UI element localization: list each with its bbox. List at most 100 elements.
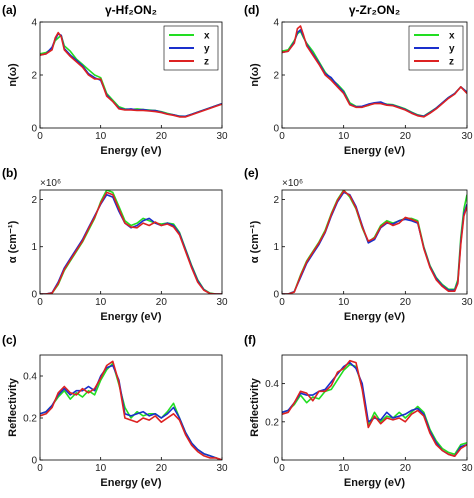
panel-e: 0 10 20 30 0 1 2 Energy (eV) α (cm⁻¹) ×10⁶ (e) bbox=[244, 166, 473, 323]
panel-label: (b) bbox=[2, 166, 17, 180]
series-line-z bbox=[40, 31, 222, 118]
series-line-y bbox=[40, 364, 222, 460]
y-tick-label: 0.2 bbox=[23, 414, 37, 425]
series-line-z bbox=[282, 190, 467, 294]
x-tick-label: 30 bbox=[216, 131, 228, 142]
x-tick-label: 0 bbox=[37, 463, 43, 474]
y-tick-label: 2 bbox=[273, 71, 279, 82]
panel-f: 0 10 20 30 0 0.2 0.4 Energy (eV) Reflectivity (f) bbox=[244, 333, 473, 489]
y-tick-label: 0 bbox=[31, 290, 37, 301]
x-axis-label: Energy (eV) bbox=[100, 145, 161, 157]
series-line-x bbox=[40, 190, 222, 294]
y-exponent-label: ×10⁶ bbox=[282, 178, 303, 189]
x-tick-label: 20 bbox=[400, 297, 412, 308]
x-axis-label: Energy (eV) bbox=[100, 477, 161, 489]
y-tick-label: 4 bbox=[273, 18, 279, 29]
x-axis-label: Energy (eV) bbox=[100, 311, 161, 323]
y-axis-label: α (cm⁻¹) bbox=[7, 220, 19, 263]
panel-a: 0 10 20 30 0 2 4 Energy (eV) n(ω) (a) γ-Hf₂ON₂ xyz bbox=[2, 3, 228, 157]
panel-label: (a) bbox=[2, 3, 17, 17]
series-line-y bbox=[40, 193, 222, 294]
y-axis-label: Reflectivity bbox=[7, 377, 19, 437]
x-tick-label: 10 bbox=[338, 463, 350, 474]
y-exponent-label: ×10⁶ bbox=[40, 178, 61, 189]
axes-frame bbox=[39, 189, 223, 295]
panel-title: γ-Zr₂ON₂ bbox=[349, 3, 400, 17]
panel-label: (f) bbox=[244, 333, 256, 347]
legend-label-y: y bbox=[204, 44, 210, 55]
x-tick-label: 30 bbox=[216, 297, 228, 308]
series-line-z bbox=[40, 191, 222, 294]
y-tick-label: 1 bbox=[31, 242, 37, 253]
x-tick-label: 0 bbox=[37, 131, 43, 142]
y-tick-label: 0.4 bbox=[23, 372, 37, 383]
panel-c: 0 10 20 30 0 0.2 0.4 Energy (eV) Reflectivity (c) bbox=[2, 333, 228, 489]
x-axis-label: Energy (eV) bbox=[344, 311, 405, 323]
x-tick-label: 10 bbox=[95, 463, 107, 474]
y-tick-label: 2 bbox=[31, 71, 37, 82]
x-tick-label: 20 bbox=[156, 297, 168, 308]
legend-label-z: z bbox=[204, 57, 209, 68]
x-tick-label: 20 bbox=[400, 131, 412, 142]
series-line-z bbox=[282, 359, 467, 457]
x-tick-label: 10 bbox=[95, 131, 107, 142]
axes-frame bbox=[281, 354, 468, 461]
x-axis-label: Energy (eV) bbox=[344, 145, 405, 157]
y-tick-label: 2 bbox=[31, 195, 37, 206]
x-tick-label: 20 bbox=[156, 131, 168, 142]
series-group bbox=[282, 190, 467, 294]
legend-label-z: z bbox=[449, 57, 454, 68]
x-tick-label: 10 bbox=[338, 297, 350, 308]
x-axis-label: Energy (eV) bbox=[344, 477, 405, 489]
x-tick-label: 0 bbox=[279, 463, 285, 474]
x-tick-label: 10 bbox=[95, 297, 107, 308]
x-tick-label: 0 bbox=[279, 297, 285, 308]
y-tick-label: 1 bbox=[273, 242, 279, 253]
series-group bbox=[282, 359, 467, 457]
x-tick-label: 0 bbox=[37, 297, 43, 308]
y-axis-label: Reflectivity bbox=[249, 377, 261, 437]
series-group bbox=[282, 25, 467, 118]
panel-b: 0 10 20 30 0 1 2 Energy (eV) α (cm⁻¹) ×10⁶ (b) bbox=[2, 166, 228, 323]
y-tick-label: 2 bbox=[273, 195, 279, 206]
y-tick-label: 4 bbox=[31, 18, 37, 29]
axes-frame bbox=[39, 354, 223, 461]
x-tick-label: 30 bbox=[461, 131, 473, 142]
panel-d: 0 10 20 30 0 2 4 Energy (eV) n(ω) (d) γ-Zr₂ON₂ xyz bbox=[244, 3, 473, 157]
series-line-y bbox=[282, 361, 467, 457]
legend-label-x: x bbox=[449, 31, 455, 42]
y-axis-label: n(ω) bbox=[249, 63, 261, 87]
panel-label: (c) bbox=[2, 333, 17, 347]
series-group bbox=[40, 190, 222, 294]
series-line-x bbox=[282, 190, 467, 294]
x-tick-label: 30 bbox=[461, 297, 473, 308]
series-group bbox=[40, 360, 222, 460]
x-tick-label: 0 bbox=[279, 131, 285, 142]
y-tick-label: 0 bbox=[273, 456, 279, 467]
series-line-x bbox=[282, 363, 467, 456]
axes-frame bbox=[281, 189, 468, 295]
y-axis-label: n(ω) bbox=[7, 63, 19, 87]
y-tick-label: 0 bbox=[273, 124, 279, 135]
y-axis-label: α (cm⁻¹) bbox=[249, 220, 261, 263]
y-tick-label: 0 bbox=[31, 124, 37, 135]
x-tick-label: 10 bbox=[338, 131, 350, 142]
x-tick-label: 20 bbox=[156, 463, 168, 474]
x-tick-label: 30 bbox=[461, 463, 473, 474]
legend-label-x: x bbox=[204, 31, 210, 42]
y-tick-label: 0.4 bbox=[265, 379, 279, 390]
series-line-y bbox=[282, 191, 467, 294]
y-tick-label: 0 bbox=[31, 456, 37, 467]
legend: xyz bbox=[163, 25, 219, 71]
legend: xyz bbox=[408, 25, 464, 71]
y-tick-label: 0 bbox=[273, 290, 279, 301]
x-tick-label: 20 bbox=[400, 463, 412, 474]
panel-label: (e) bbox=[244, 166, 259, 180]
legend-label-y: y bbox=[449, 44, 455, 55]
series-group bbox=[40, 31, 222, 118]
x-tick-label: 30 bbox=[216, 463, 228, 474]
panel-title: γ-Hf₂ON₂ bbox=[105, 3, 157, 17]
series-line-z bbox=[282, 25, 467, 118]
series-line-z bbox=[40, 360, 222, 460]
